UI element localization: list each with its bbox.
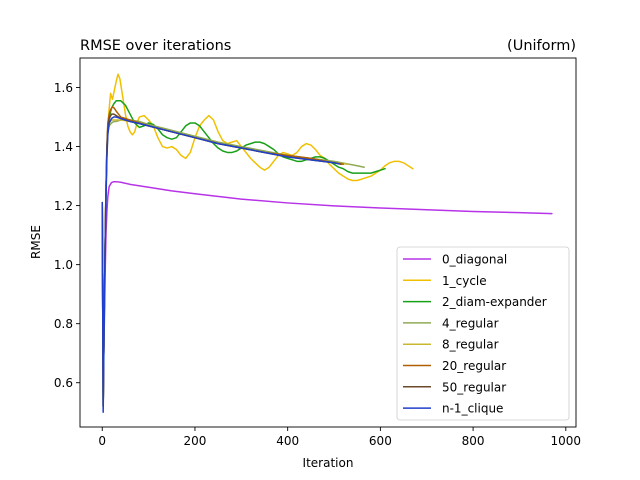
series-layer bbox=[101, 73, 553, 413]
x-tick-label: 1000 bbox=[551, 434, 582, 448]
y-tick-label: 1.4 bbox=[54, 140, 73, 154]
y-tick-label: 1.6 bbox=[54, 81, 73, 95]
y-axis-label: RMSE bbox=[29, 225, 43, 259]
x-tick-label: 600 bbox=[369, 434, 392, 448]
y-tick-label: 1.2 bbox=[54, 199, 73, 213]
series-line-n-1_clique bbox=[101, 116, 340, 413]
chart-title: RMSE over iterations bbox=[80, 38, 231, 54]
axes-frame bbox=[79, 57, 577, 428]
legend-label: n-1_clique bbox=[442, 402, 503, 416]
legend-label: 1_cycle bbox=[442, 274, 487, 288]
x-tick-label: 200 bbox=[184, 434, 207, 448]
legend-box bbox=[396, 246, 570, 421]
y-tick-label: 0.6 bbox=[54, 376, 73, 390]
y-tick-label: 0.8 bbox=[54, 317, 73, 331]
ticks-layer: 0 200 400 600 800 1000 0.6 0.8 1.0 1.2 1.4 1.6 bbox=[54, 81, 581, 448]
x-tick-label: 0 bbox=[98, 434, 106, 448]
x-tick-label: 400 bbox=[276, 434, 299, 448]
x-tick-label: 800 bbox=[462, 434, 485, 448]
legend-label: 50_regular bbox=[442, 380, 506, 394]
legend-label: 0_diagonal bbox=[442, 253, 507, 267]
chart-subtitle: (Uniform) bbox=[507, 38, 576, 54]
legend-label: 20_regular bbox=[442, 359, 506, 373]
legend-label: 8_regular bbox=[442, 338, 499, 352]
x-axis-label: Iteration bbox=[303, 456, 354, 470]
legend-label: 4_regular bbox=[442, 316, 499, 330]
y-tick-label: 1.0 bbox=[54, 258, 73, 272]
series-line-1_cycle bbox=[101, 73, 414, 408]
legend: 0_diagonal 1_cycle 2_diam-expander 4_regula… bbox=[396, 246, 570, 421]
legend-label: 2_diam-expander bbox=[442, 295, 547, 309]
